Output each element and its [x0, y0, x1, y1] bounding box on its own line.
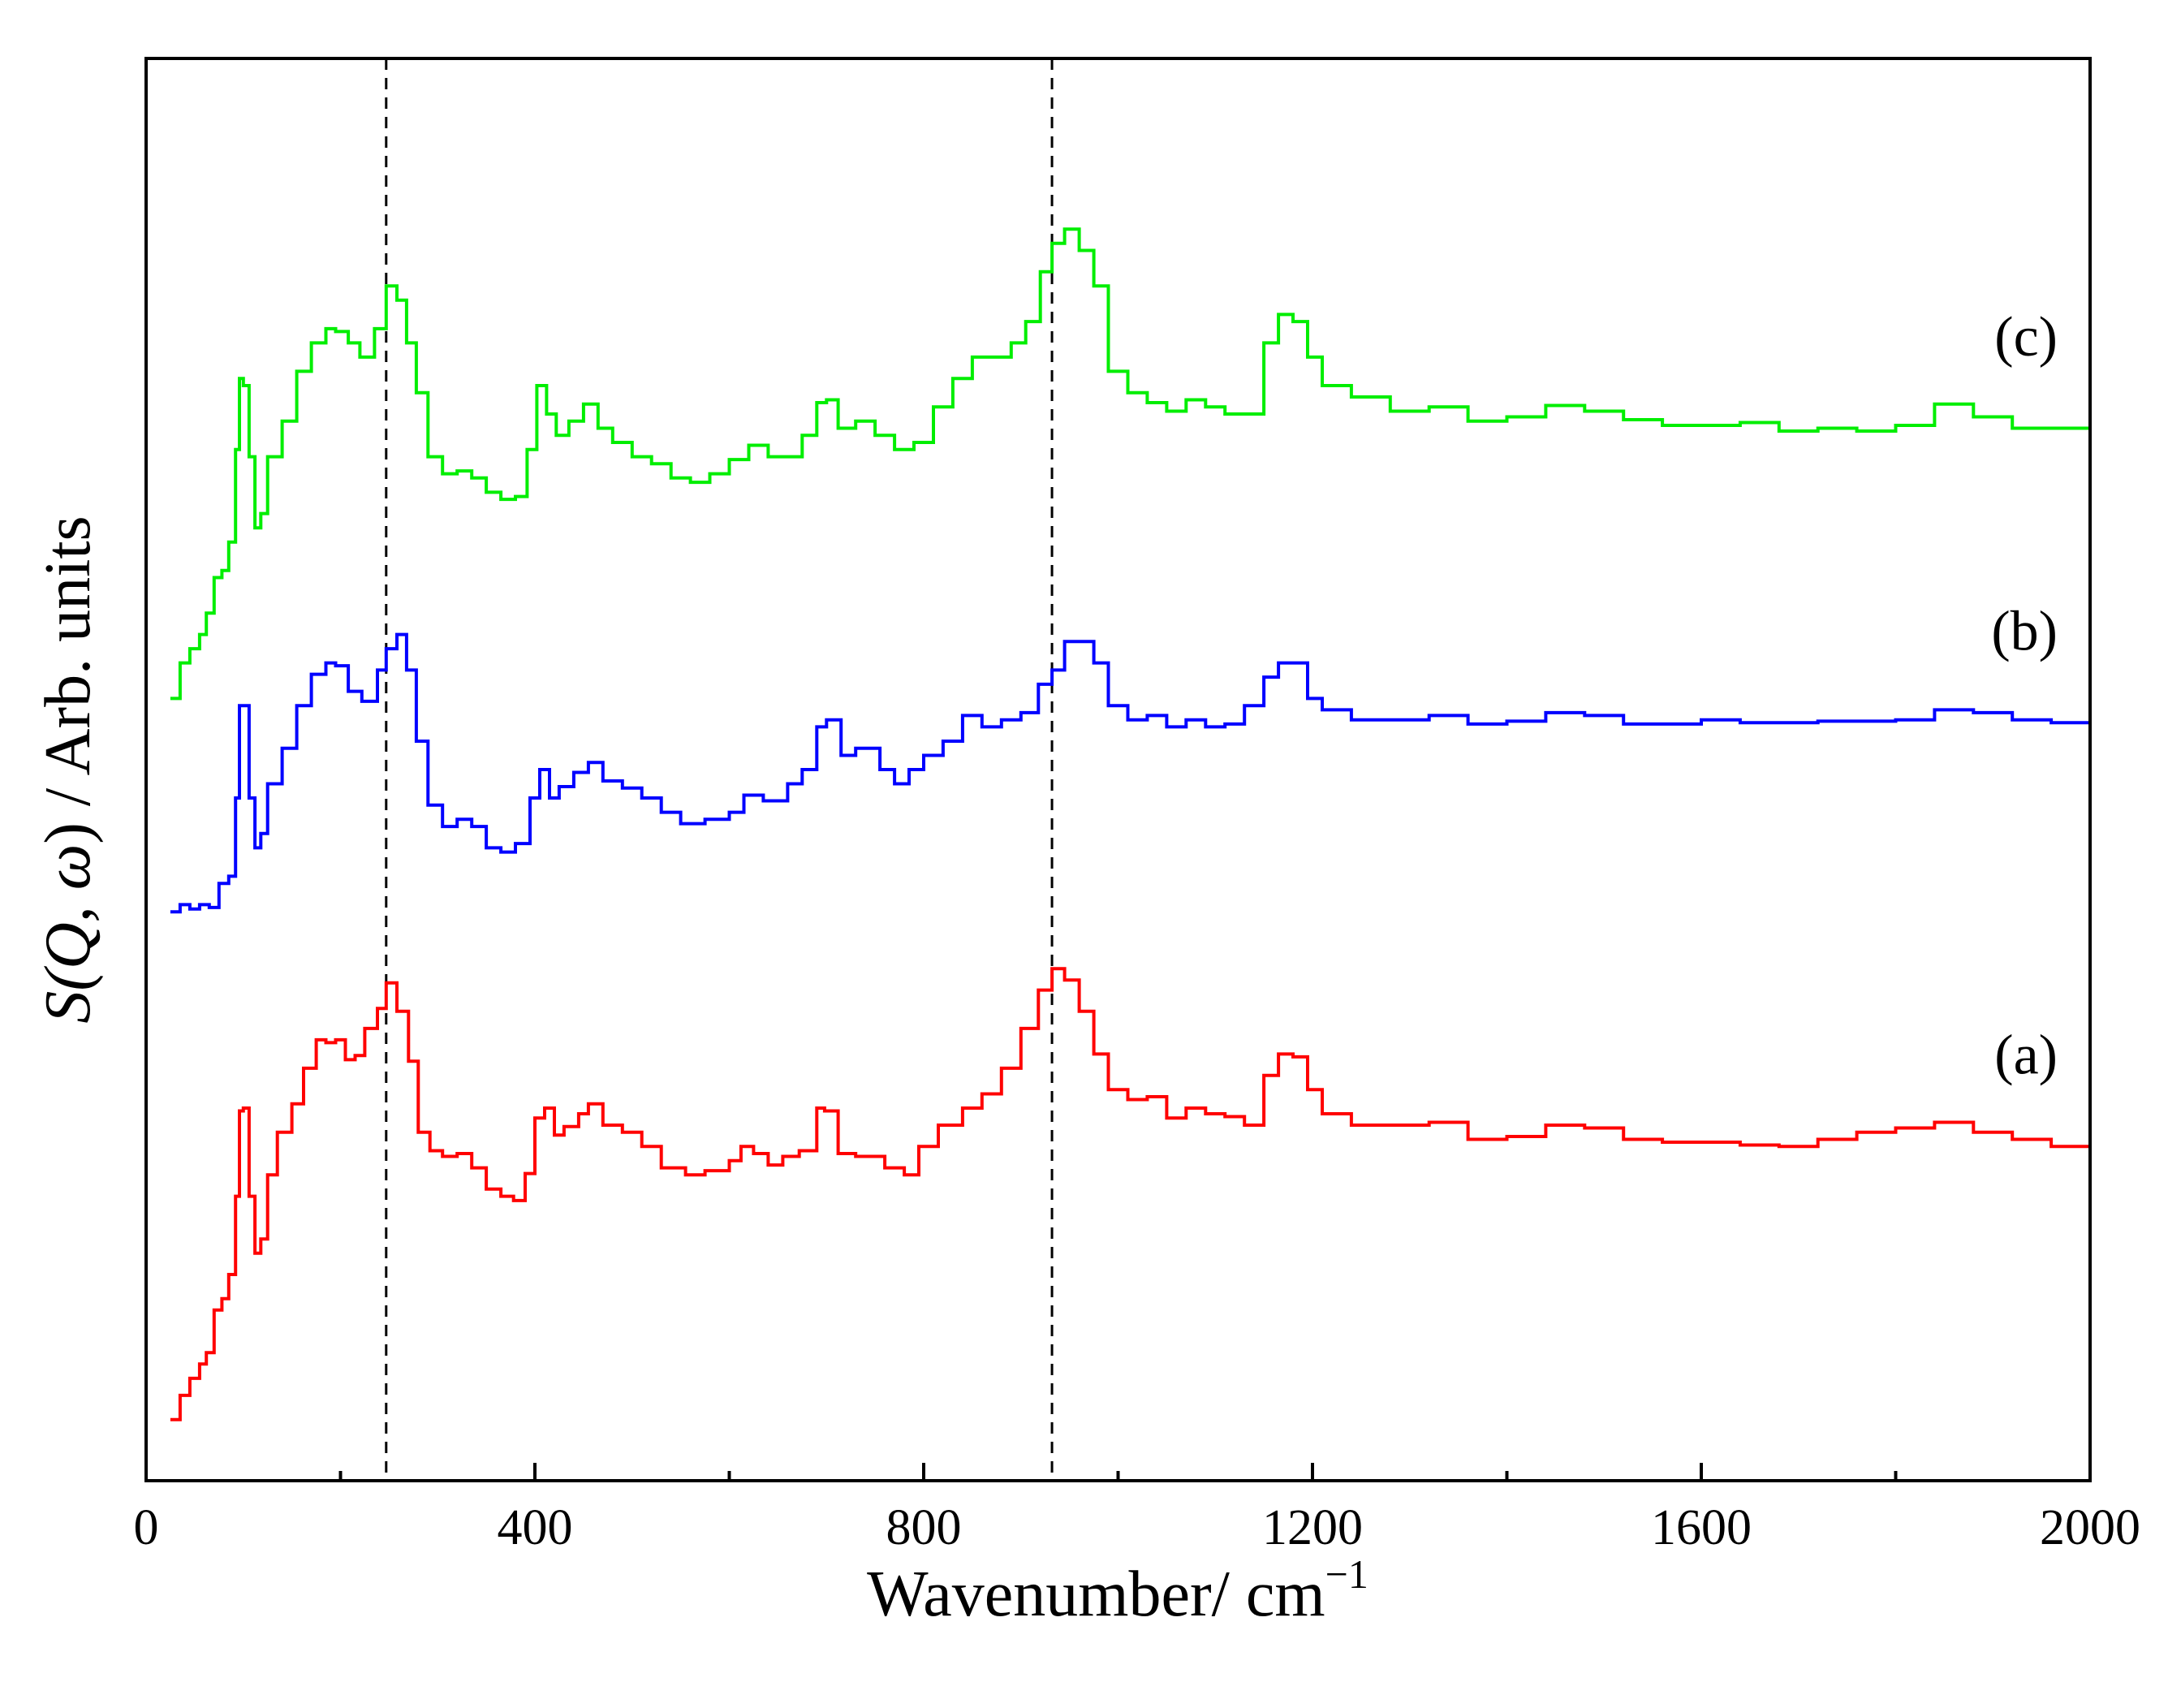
- plot-frame: [144, 57, 2092, 1482]
- x-axis-ticks: [144, 1463, 2092, 1481]
- y-axis-title-prefix: S(: [32, 966, 104, 1024]
- x-tick-label: 400: [498, 1500, 573, 1555]
- series-line-2: [170, 227, 2092, 701]
- x-tick-label: 2000: [2040, 1500, 2140, 1555]
- reference-lines: [385, 58, 1054, 1481]
- x-tick-label: 0: [134, 1500, 159, 1555]
- series-line-1: [170, 632, 2092, 914]
- x-tick-label: 800: [886, 1500, 962, 1555]
- series-group: [170, 227, 2092, 1421]
- series-line-0: [170, 967, 2092, 1421]
- x-axis-title-text: Wavenumber/ cm: [867, 1559, 1325, 1630]
- x-tick-label: 1200: [1262, 1500, 1363, 1555]
- series-labels: (a) (b) (c): [1991, 306, 2058, 1087]
- series-label-0: (a): [1994, 1024, 2058, 1087]
- series-label-1: (b): [1991, 600, 2058, 662]
- y-axis-title-math: Q, ω: [32, 844, 104, 969]
- series-label-2: (c): [1994, 306, 2058, 369]
- y-axis-title-suffix: ) / Arb. units: [32, 515, 104, 843]
- x-axis-title-superscript: −1: [1325, 1551, 1368, 1597]
- y-axis-title: S(Q, ω) / Arb. units: [32, 515, 104, 1023]
- x-tick-label: 1600: [1651, 1500, 1752, 1555]
- x-axis-tick-labels: 0 400 800 1200 1600 2000: [134, 1500, 2141, 1555]
- x-axis-title: Wavenumber/ cm−1: [867, 1551, 1368, 1630]
